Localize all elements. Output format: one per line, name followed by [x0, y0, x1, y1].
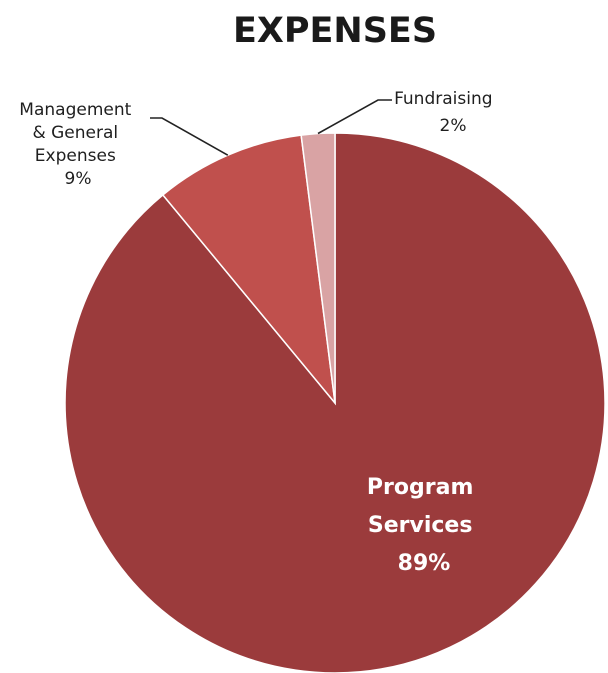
- slice-label-fundraising: Fundraising 2%: [394, 89, 498, 136]
- slice-value-program-services: 89%: [398, 551, 451, 576]
- leader-line-management-general: [150, 117, 229, 156]
- chart-title: EXPENSES: [233, 11, 437, 51]
- slice-label-program-services: Program Services 89%: [367, 475, 481, 576]
- leader-line-fundraising: [317, 99, 392, 135]
- pie-slices: [64, 132, 606, 673]
- slice-value-management-general: 9%: [65, 169, 92, 189]
- slice-label-management-general: Management & General Expenses 9%: [19, 100, 136, 189]
- leader-lines: [150, 99, 392, 156]
- slice-value-fundraising: 2%: [440, 116, 467, 136]
